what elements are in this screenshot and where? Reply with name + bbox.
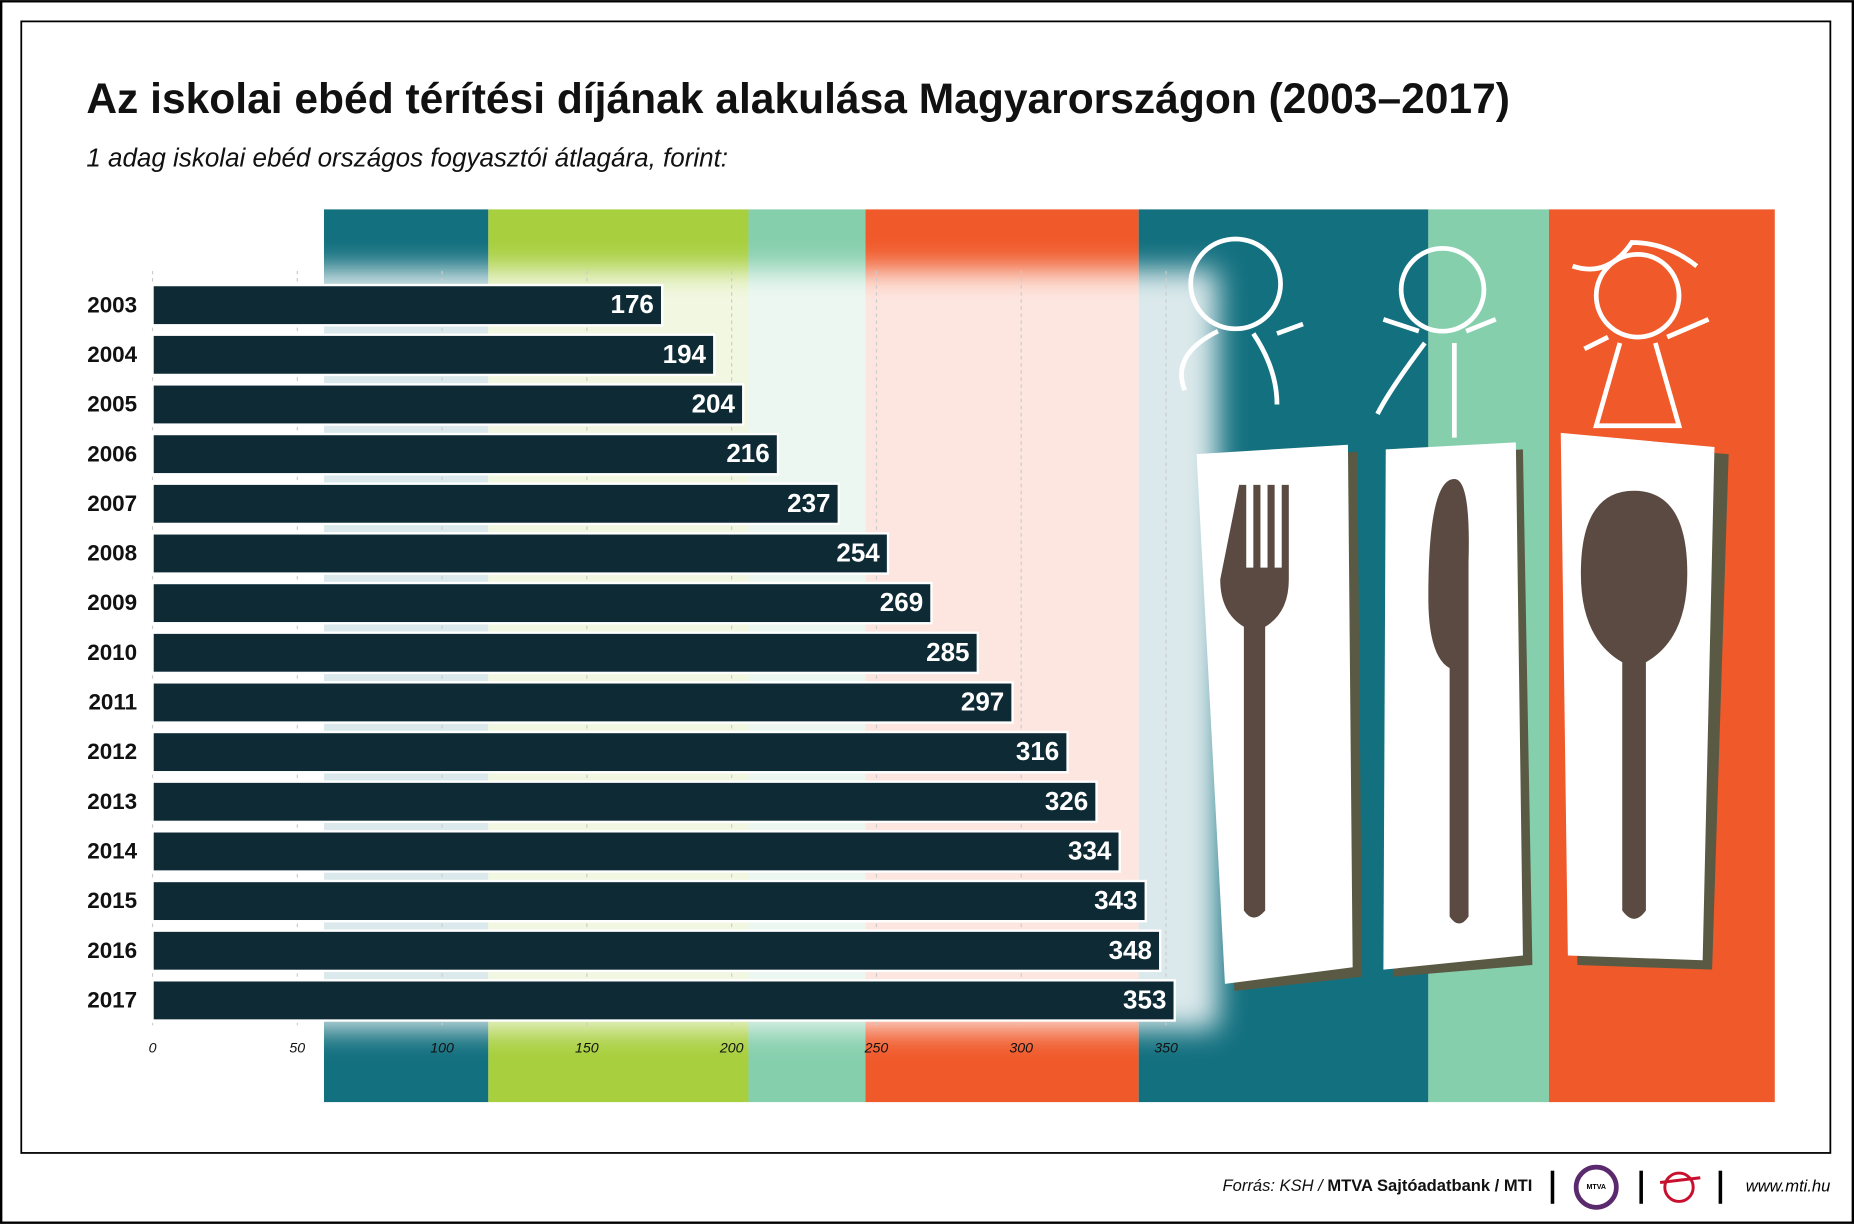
source-main: MTVA Sajtóadatbank / MTI: [1327, 1177, 1532, 1196]
bar: [151, 780, 1098, 824]
website: www.mti.hu: [1746, 1177, 1831, 1196]
bar: [151, 383, 745, 426]
bar: [151, 581, 933, 625]
y-tick-label: 2008: [87, 541, 137, 566]
x-tick-label: 50: [289, 1041, 305, 1057]
logo-text: MTVA: [1586, 1183, 1606, 1191]
plot-area: 0 50 100 150 200 250 300 350 2003 176 2004 194 2005 2…: [87, 270, 1178, 1057]
bar: [151, 482, 840, 526]
bar: [151, 929, 1162, 973]
x-tick-label: 0: [149, 1041, 157, 1057]
value-label: 194: [663, 339, 707, 369]
source-prefix: Forrás: KSH /: [1223, 1177, 1328, 1196]
value-label: 285: [926, 637, 969, 667]
x-tick-label: 250: [864, 1041, 889, 1057]
y-tick-label: 2004: [87, 342, 137, 367]
value-label: 237: [787, 488, 830, 518]
source: Forrás: KSH / MTVA Sajtóadatbank / MTI: [1223, 1177, 1533, 1196]
bar: [151, 879, 1147, 923]
value-label: 297: [961, 687, 1004, 717]
bar: [151, 830, 1121, 873]
value-label: 334: [1068, 835, 1112, 865]
value-label: 254: [836, 538, 880, 568]
x-tick-label: 350: [1154, 1041, 1178, 1057]
y-tick-label: 2009: [87, 590, 137, 615]
bar: [151, 681, 1014, 724]
cutlery-illustration: [1179, 236, 1729, 991]
chart-title: Az iskolai ebéd térítési díjának alakulá…: [86, 75, 1510, 123]
value-label: 353: [1123, 984, 1166, 1014]
x-tick-label: 150: [575, 1041, 599, 1057]
mti-logo-line: [1659, 1176, 1701, 1184]
bar: [151, 333, 716, 377]
y-tick-label: 2011: [88, 690, 137, 715]
y-tick-label: 2012: [87, 739, 137, 764]
x-tick-label: 100: [430, 1041, 454, 1057]
bar: [151, 532, 890, 575]
chart-subtitle: 1 adag iskolai ebéd országos fogyasztói …: [86, 143, 728, 173]
y-tick-label: 2003: [87, 292, 137, 317]
value-label: 316: [1016, 736, 1059, 766]
mti-logo: [1663, 1171, 1695, 1203]
bar: [151, 631, 979, 675]
value-label: 216: [726, 438, 769, 468]
logo: [1573, 1164, 1619, 1210]
y-tick-label: 2006: [87, 441, 137, 466]
value-label: 176: [611, 289, 654, 319]
y-tick-label: 2016: [87, 938, 137, 963]
value-label: 343: [1094, 885, 1137, 915]
bar: [151, 432, 780, 476]
y-tick-label: 2007: [87, 491, 137, 516]
y-tick-label: 2014: [87, 839, 137, 864]
value-label: 269: [880, 587, 923, 617]
y-tick-label: 2017: [87, 988, 137, 1013]
x-tick-label: 200: [719, 1041, 744, 1057]
y-tick-label: 2013: [87, 789, 137, 814]
y-tick-label: 2010: [87, 640, 137, 665]
value-label: 204: [692, 389, 736, 419]
y-tick-label: 2005: [87, 392, 137, 417]
y-tick-label: 2015: [87, 888, 137, 913]
bar: [151, 283, 664, 327]
x-tick-label: 300: [1009, 1041, 1033, 1057]
bar: [151, 730, 1069, 774]
value-label: 348: [1109, 935, 1152, 965]
bar: [151, 979, 1176, 1022]
value-label: 326: [1045, 786, 1088, 816]
